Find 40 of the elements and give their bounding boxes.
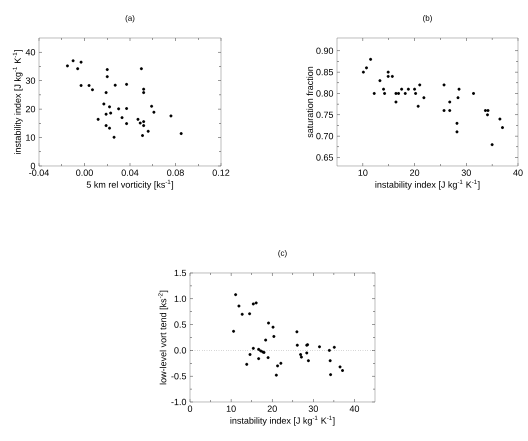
- y-tick-label: 0.70: [316, 132, 334, 140]
- x-tick-label: -0.04: [29, 170, 49, 176]
- y-axis-title: low-level vort tend [ks$^{-2}$]: [158, 290, 168, 384]
- x-tick-label: 20: [268, 406, 277, 412]
- x-axis-title: instability index [J kg$^{-1}$ K$^{-1}$]: [230, 416, 334, 426]
- y-tick-label: 0.5: [174, 321, 186, 328]
- x-tick-label: 0.04: [122, 170, 138, 176]
- y-tick-label: 0.90: [316, 48, 334, 54]
- x-tick-label: 40: [513, 170, 523, 176]
- y-tick-label: 30: [26, 77, 36, 84]
- y-axis-title: instability index [J kg$^{-1}$ K$^{-1}$]: [12, 50, 23, 154]
- chart-title: (b): [423, 15, 432, 22]
- x-axis-title: instability index [J kg$^{-1}$ K$^{-1}$]: [375, 180, 480, 190]
- y-tick-label: 0.80: [316, 90, 334, 97]
- x-tick-label: 0.08: [167, 170, 184, 176]
- y-tick-label: 0.75: [316, 112, 334, 118]
- y-tick-label: 20: [26, 106, 36, 112]
- x-tick-label: 20: [410, 170, 420, 176]
- y-tick-label: 10: [26, 134, 36, 141]
- x-tick-label: 40: [350, 406, 360, 412]
- x-axis-title: 5 km rel vorticity [ks$^{-1}$]: [86, 180, 174, 190]
- y-tick-label: 0.65: [316, 154, 334, 161]
- y-tick-label: 0: [30, 162, 36, 170]
- x-tick-label: 0: [188, 406, 192, 412]
- x-tick-label: 0.12: [212, 170, 230, 176]
- x-tick-label: 30: [462, 170, 471, 176]
- y-tick-label: -0.5: [171, 372, 186, 380]
- y-tick-label: 40: [26, 49, 36, 56]
- y-tick-label: 1.0: [174, 296, 186, 302]
- y-tick-label: 0.0: [174, 347, 186, 354]
- x-tick-label: 10: [226, 406, 236, 412]
- x-tick-label: 0.00: [76, 170, 93, 176]
- x-tick-label: 10: [358, 170, 368, 176]
- y-tick-label: 1.5: [174, 270, 186, 276]
- chart-title: (a): [126, 15, 134, 22]
- chart-title: (c): [278, 250, 287, 258]
- y-axis-title: saturation fraction: [306, 66, 314, 138]
- y-tick-label: -1.0: [171, 398, 186, 406]
- y-tick-label: 0.85: [316, 68, 334, 76]
- x-tick-label: 30: [308, 406, 318, 412]
